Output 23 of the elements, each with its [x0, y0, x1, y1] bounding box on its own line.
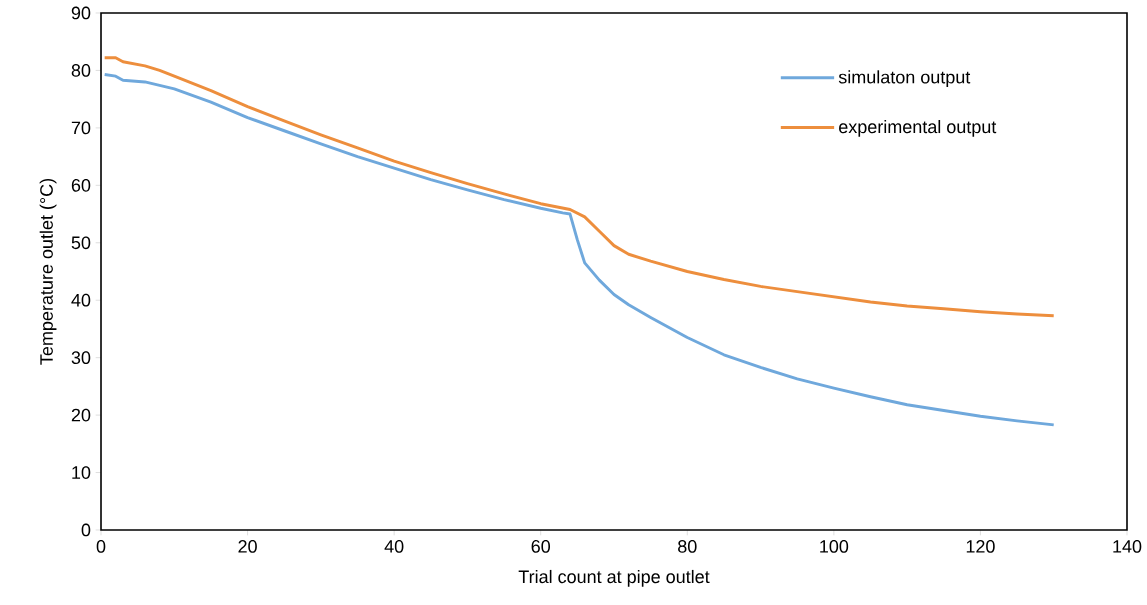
x-tick-label: 0 — [96, 540, 106, 553]
line-series — [103, 72, 1056, 427]
x-tick-label: 140 — [1113, 540, 1142, 553]
legend-label: experimental output — [839, 119, 997, 137]
x-tick-label: 60 — [531, 540, 551, 553]
y-tick-label: 60 — [71, 178, 91, 192]
x-tick-label: 80 — [678, 540, 697, 553]
x-tick-label: 120 — [966, 540, 995, 553]
x-tick-label: 100 — [820, 540, 849, 553]
y-tick-label: 50 — [71, 236, 91, 250]
y-tick-label: 70 — [71, 121, 91, 135]
y-tick-label: 20 — [71, 408, 91, 422]
y-axis-title: Temperature outlet (°C) — [39, 179, 57, 365]
y-tick-label: 90 — [71, 6, 91, 20]
x-axis-title: Trial count at pipe outlet — [518, 569, 710, 587]
y-tick-label: 0 — [81, 523, 91, 537]
legend-label: simulaton output — [838, 70, 971, 88]
x-tick-label: 20 — [238, 540, 257, 553]
x-tick-label: 40 — [384, 540, 404, 553]
y-tick-label: 30 — [71, 351, 91, 365]
y-tick-label: 40 — [71, 293, 91, 307]
y-tick-label: 80 — [71, 64, 91, 77]
y-tick-label: 10 — [72, 466, 91, 479]
